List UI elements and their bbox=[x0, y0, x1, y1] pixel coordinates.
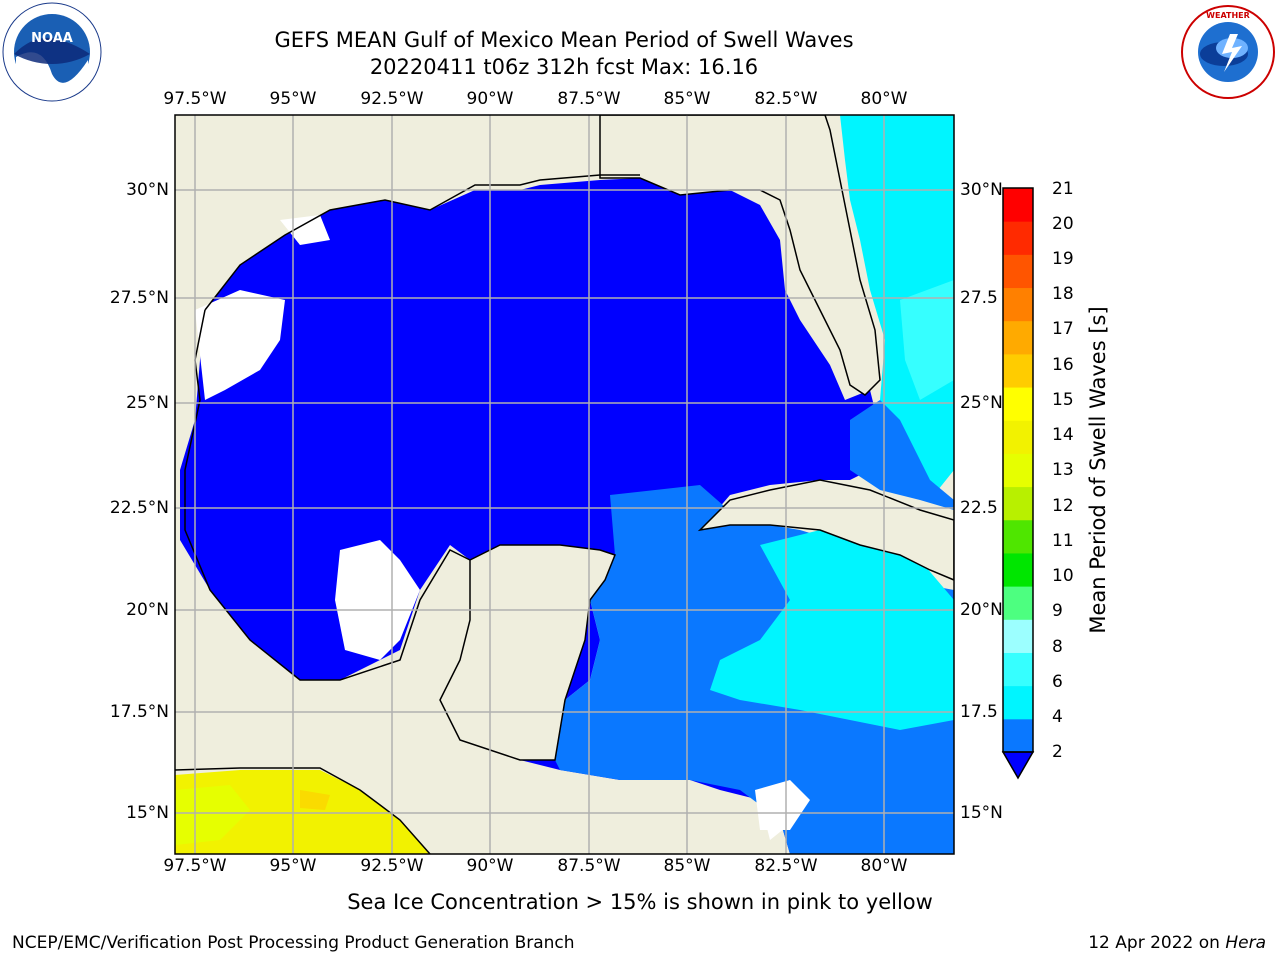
colorbar-tick: 21 bbox=[1052, 179, 1074, 199]
colorbar-tick: 19 bbox=[1052, 249, 1074, 269]
lon-tick-bottom: 85°W bbox=[663, 856, 711, 876]
colorbar bbox=[1001, 187, 1035, 780]
lat-tick-right: 20°N bbox=[960, 600, 1003, 620]
lat-tick-right: 17.5 bbox=[960, 702, 998, 722]
colorbar-segment bbox=[1003, 718, 1033, 753]
map-title: GEFS MEAN Gulf of Mexico Mean Period of … bbox=[274, 28, 854, 52]
pacific-warm-field bbox=[175, 770, 430, 854]
lon-tick-bottom: 95°W bbox=[269, 856, 317, 876]
lon-tick-top: 92.5°W bbox=[360, 89, 424, 109]
colorbar-tick: 4 bbox=[1052, 707, 1063, 727]
colorbar-tick: 18 bbox=[1052, 284, 1074, 304]
svg-text:NOAA: NOAA bbox=[31, 31, 73, 46]
sea-ice-caption: Sea Ice Concentration > 15% is shown in … bbox=[347, 890, 933, 914]
colorbar-segment bbox=[1003, 320, 1033, 355]
colorbar-segment bbox=[1003, 387, 1033, 421]
colorbar-segment bbox=[1003, 552, 1033, 587]
colorbar-frame bbox=[1002, 187, 1034, 753]
lat-tick-right: 22.5 bbox=[960, 498, 998, 518]
colorbar-segment bbox=[1003, 420, 1033, 454]
credit-text: NCEP/EMC/Verification Post Processing Pr… bbox=[12, 933, 575, 953]
lat-tick-left: 20°N bbox=[126, 600, 169, 620]
colorbar-segment bbox=[1003, 453, 1033, 488]
date-value: 12 Apr 2022 on bbox=[1088, 933, 1226, 953]
colorbar-segment bbox=[1003, 353, 1033, 388]
lat-tick-left: 30°N bbox=[126, 180, 169, 200]
lon-tick-bottom: 92.5°W bbox=[360, 856, 424, 876]
map-frame bbox=[174, 114, 955, 855]
lon-tick-bottom: 80°W bbox=[860, 856, 908, 876]
colorbar-segment bbox=[1003, 586, 1033, 620]
colorbar-segment bbox=[1003, 519, 1033, 554]
colorbar-tick: 17 bbox=[1052, 319, 1074, 339]
lon-tick-bottom: 90°W bbox=[466, 856, 514, 876]
florida-coast bbox=[599, 115, 881, 396]
svg-text:WEATHER: WEATHER bbox=[1206, 11, 1250, 20]
lat-tick-left: 25°N bbox=[126, 393, 169, 413]
lon-tick-bottom: 87.5°W bbox=[557, 856, 621, 876]
lat-tick-right: 25°N bbox=[960, 393, 1003, 413]
graticule bbox=[175, 115, 954, 854]
nodata-patch bbox=[195, 290, 285, 400]
colorbar-tick: 8 bbox=[1052, 637, 1063, 657]
lat-tick-right: 27.5 bbox=[960, 288, 998, 308]
colorbar-segment bbox=[1003, 685, 1033, 720]
map-subtitle: 20220411 t06z 312h fcst Max: 16.16 bbox=[369, 55, 759, 79]
lat-tick-right: 15°N bbox=[960, 803, 1003, 823]
colorbar-label: Mean Period of Swell Waves [s] bbox=[1086, 306, 1110, 634]
colorbar-tick: 16 bbox=[1052, 355, 1074, 375]
us-gulf-coast bbox=[204, 174, 640, 311]
lon-tick-bottom: 82.5°W bbox=[754, 856, 818, 876]
colorbar-tick: 6 bbox=[1052, 672, 1063, 692]
colorbar-segment bbox=[1003, 486, 1033, 521]
lon-tick-top: 87.5°W bbox=[557, 89, 621, 109]
host-name: Hera bbox=[1225, 933, 1266, 953]
colorbar-segment bbox=[1003, 287, 1033, 322]
colorbar-tick: 14 bbox=[1052, 425, 1074, 445]
noaa-logo: NOAA bbox=[2, 2, 102, 102]
colorbar-extend-triangle bbox=[1001, 751, 1035, 780]
colorbar-segment bbox=[1003, 652, 1033, 687]
lon-tick-top: 90°W bbox=[466, 89, 514, 109]
colorbar-tick: 9 bbox=[1052, 601, 1063, 621]
lon-tick-top: 80°W bbox=[860, 89, 908, 109]
colorbar-tick: 15 bbox=[1052, 390, 1074, 410]
lat-tick-left: 27.5°N bbox=[109, 288, 169, 308]
colorbar-tick: 2 bbox=[1052, 742, 1063, 762]
colorbar-tick: 12 bbox=[1052, 496, 1074, 516]
date-text: 12 Apr 2022 on Hera bbox=[1088, 933, 1266, 953]
colorbar-segment bbox=[1003, 254, 1033, 289]
colorbar-segment bbox=[1003, 221, 1033, 255]
yucatan-coast bbox=[439, 544, 616, 761]
caribbean-cyan-field bbox=[710, 530, 954, 730]
nws-logo: WEATHER bbox=[1181, 5, 1275, 99]
lat-tick-right: 30°N bbox=[960, 180, 1003, 200]
colorbar-tick: 11 bbox=[1052, 531, 1074, 551]
lon-tick-bottom: 97.5°W bbox=[163, 856, 227, 876]
gulf-swell-field bbox=[180, 178, 954, 854]
lat-tick-left: 17.5°N bbox=[109, 702, 169, 722]
colorbar-tick: 13 bbox=[1052, 460, 1074, 480]
colorbar-segment bbox=[1003, 619, 1033, 653]
lon-tick-top: 82.5°W bbox=[754, 89, 818, 109]
colorbar-tick: 20 bbox=[1052, 214, 1074, 234]
lon-tick-top: 95°W bbox=[269, 89, 317, 109]
lon-tick-top: 85°W bbox=[663, 89, 711, 109]
colorbar-segment bbox=[1003, 188, 1033, 222]
lon-tick-top: 97.5°W bbox=[163, 89, 227, 109]
mexico-coast bbox=[184, 309, 471, 681]
lat-tick-left: 15°N bbox=[126, 803, 169, 823]
colorbar-tick: 10 bbox=[1052, 566, 1074, 586]
lat-tick-left: 22.5°N bbox=[109, 498, 169, 518]
